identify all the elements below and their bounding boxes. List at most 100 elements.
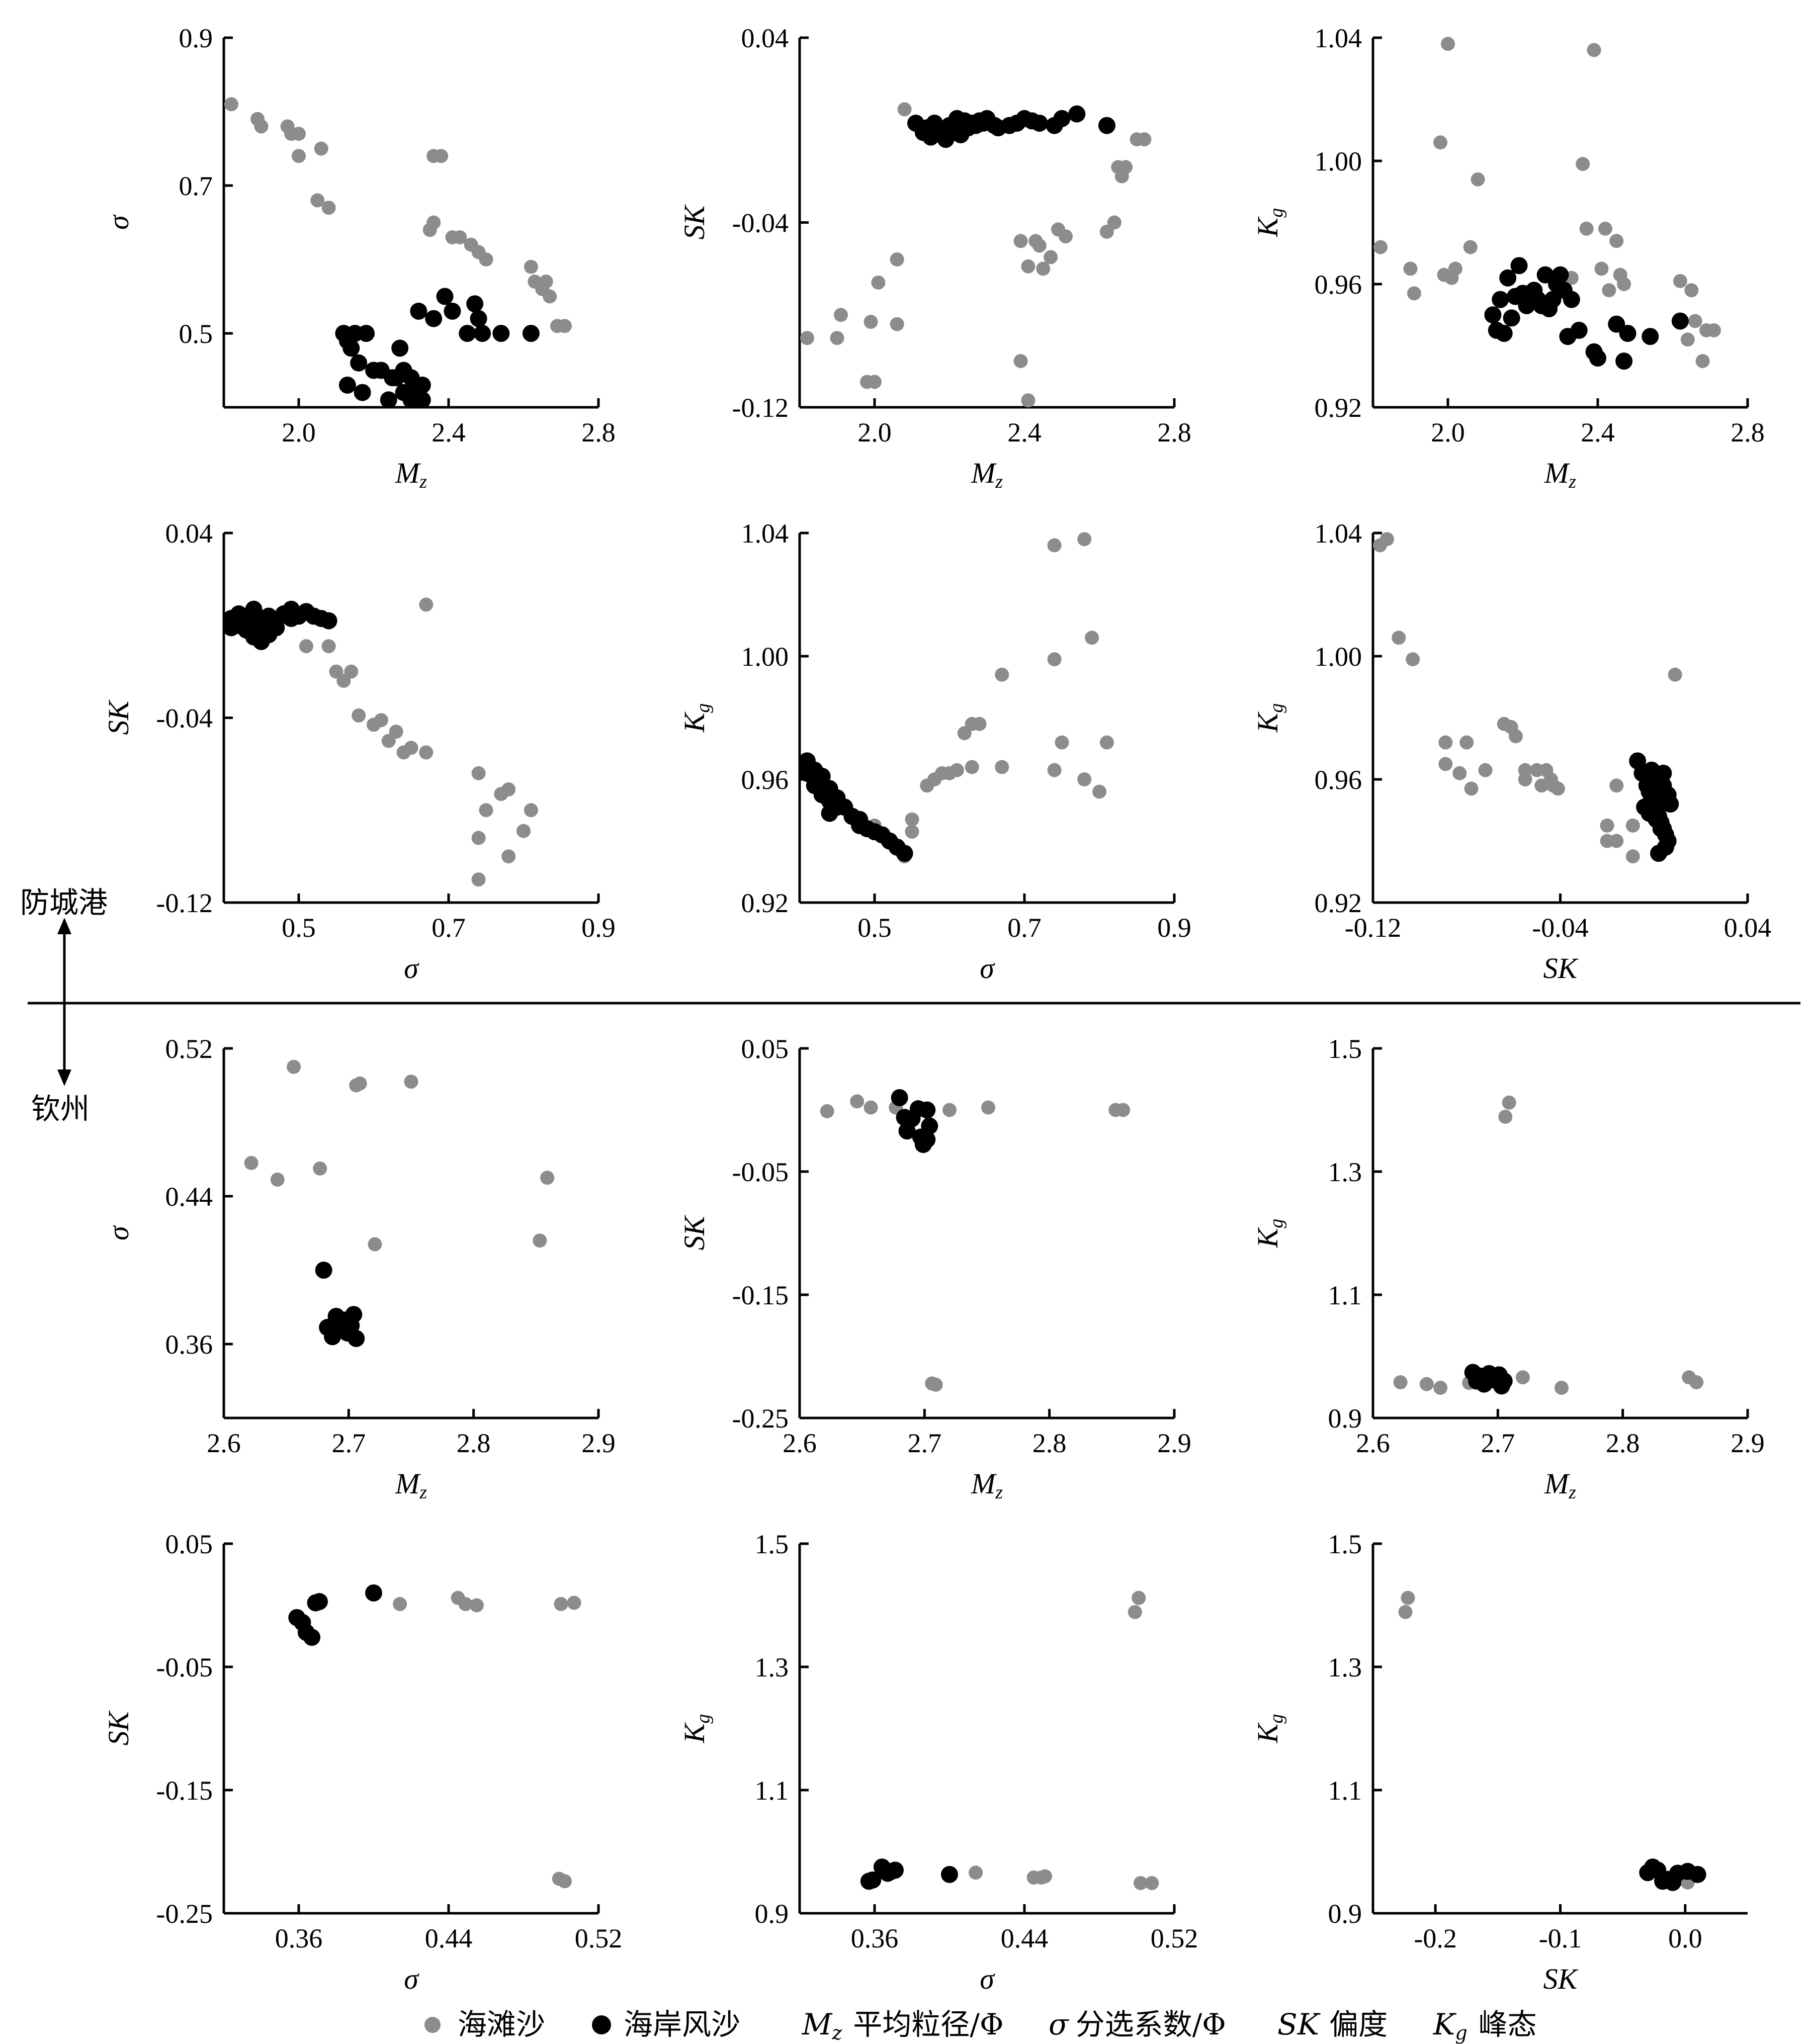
beach-sand-point	[426, 215, 441, 230]
dune-sand-point	[1068, 105, 1086, 123]
region-label-fangchenggang: 防城港	[20, 885, 108, 920]
x-tick-label: 2.9	[581, 1428, 616, 1458]
dune-sand-point	[918, 1101, 936, 1119]
beach-sand-point	[1459, 735, 1474, 750]
scatter-panel-10: 0.36 0.44 0.52 -0.25 -0.15 -0.05 0.05 σ SK	[102, 1529, 622, 1995]
beach-sand-point	[1433, 135, 1448, 150]
y-axis-title: Kg	[1251, 703, 1287, 733]
dune-sand-point	[470, 310, 487, 327]
y-tick-label: -0.05	[732, 1157, 789, 1187]
beach-sand-point	[393, 1597, 407, 1612]
beach-sand-point	[1393, 1375, 1408, 1389]
y-tick-label: 0.9	[1328, 1403, 1362, 1434]
y-tick-label: -0.04	[156, 703, 213, 734]
x-axis-title: Mz	[395, 1467, 427, 1503]
dune-sand-point	[245, 628, 263, 646]
beach-sand-point	[1099, 735, 1114, 750]
beach-sand-point	[1668, 667, 1682, 682]
dune-sand-point	[1510, 257, 1528, 275]
beach-sand-point	[479, 252, 493, 266]
region-label-qinzhou: 钦州	[31, 1092, 90, 1126]
x-axis-title-main: σ	[980, 952, 995, 985]
y-axis-title: Kg	[1251, 1714, 1287, 1744]
y-axis-title-main: SK	[102, 699, 135, 735]
x-tick-label: 2.7	[1481, 1428, 1515, 1458]
dune-sand-point	[444, 302, 461, 320]
beach-sand-point	[969, 1865, 983, 1880]
x-axis-title-main: SK	[1543, 952, 1579, 985]
dune-sand-point	[864, 1871, 882, 1889]
y-tick-label: 1.04	[1315, 518, 1362, 549]
beach-sand-point	[314, 141, 328, 156]
x-axis-title: SK	[1543, 1963, 1579, 1995]
beach-sand-point	[1116, 1103, 1131, 1117]
beach-sand-point	[1403, 261, 1418, 276]
dune-sand-point	[918, 1131, 936, 1148]
beach-sand-point	[1706, 323, 1721, 337]
beach-sand-point	[1609, 234, 1624, 248]
dune-sand-point	[1499, 269, 1517, 287]
beach-sand-point	[1609, 778, 1624, 793]
beach-sand-point	[471, 872, 486, 887]
dune-sand-point	[1563, 291, 1580, 308]
beach-sand-point	[995, 760, 1009, 774]
beach-sand-point	[524, 259, 538, 274]
beach-sand-point	[554, 1597, 568, 1612]
x-axis-title: σ	[980, 952, 995, 985]
x-tick-label: -0.1	[1539, 1923, 1582, 1953]
dune-sand-point	[358, 325, 375, 342]
x-tick-label: 2.9	[1157, 1428, 1191, 1458]
dune-sand-point	[1570, 321, 1588, 339]
beach-sand-point	[1044, 250, 1058, 264]
beach-sand-point	[321, 639, 336, 654]
beach-sand-point	[557, 319, 572, 333]
beach-sand-point	[995, 667, 1009, 682]
beach-sand-point	[533, 1233, 547, 1248]
beach-sand-point	[868, 375, 882, 389]
beach-sand-point	[310, 193, 325, 208]
x-axis-title: Mz	[971, 1467, 1003, 1503]
beach-sand-point	[1498, 1109, 1513, 1124]
beach-sand-point	[469, 1598, 484, 1613]
x-axis-title-main: M	[971, 1467, 997, 1500]
beach-sand-point	[890, 317, 904, 331]
beach-sand-point	[1398, 1605, 1413, 1619]
beach-sand-point	[419, 745, 434, 760]
beach-sand-point	[1617, 277, 1631, 291]
beach-sand-point	[1128, 1605, 1142, 1619]
y-axis-title: SK	[102, 699, 135, 735]
scatter-panel-9: 2.6 2.7 2.8 2.9 0.9 1.1 1.3 1.5 Mz Kg	[1251, 1034, 1765, 1503]
x-tick-label: -0.04	[1532, 913, 1588, 943]
beach-sand-point	[905, 825, 919, 839]
y-axis-title-main: SK	[678, 204, 711, 239]
beach-sand-point	[1695, 354, 1710, 369]
y-axis-title-main: SK	[102, 1710, 135, 1745]
beach-sand-point	[1406, 652, 1420, 667]
x-axis-title: Mz	[1544, 457, 1576, 492]
y-tick-label: 0.92	[741, 888, 789, 918]
y-axis-title-main: K	[1251, 1226, 1284, 1248]
beach-sand-point	[1438, 735, 1453, 750]
beach-sand-point	[471, 766, 486, 780]
y-axis-title-sub: g	[1266, 703, 1287, 713]
beach-sand-point	[1464, 781, 1479, 796]
y-axis-title-main: σ	[102, 1225, 135, 1240]
y-axis-title-main: K	[678, 711, 711, 733]
dune-sand-point	[1689, 1865, 1706, 1883]
beach-sand-point	[942, 1103, 957, 1117]
beach-sand-point	[1576, 157, 1590, 171]
x-tick-label: 2.0	[1431, 417, 1465, 448]
beach-sand-point	[890, 252, 904, 266]
beach-sand-point	[389, 725, 403, 739]
beach-sand-point	[1407, 286, 1421, 301]
beach-sand-point	[344, 664, 359, 679]
dune-sand-point	[1589, 349, 1606, 367]
legend-dune-marker	[592, 2015, 611, 2034]
y-axis-title: SK	[678, 204, 711, 239]
y-tick-label: 1.04	[741, 518, 789, 549]
beach-sand-point	[1602, 283, 1616, 298]
beach-sand-point	[1133, 1876, 1148, 1890]
beach-sand-point	[1392, 631, 1406, 645]
beach-sand-point	[374, 713, 388, 728]
beach-sand-point	[1021, 393, 1036, 408]
